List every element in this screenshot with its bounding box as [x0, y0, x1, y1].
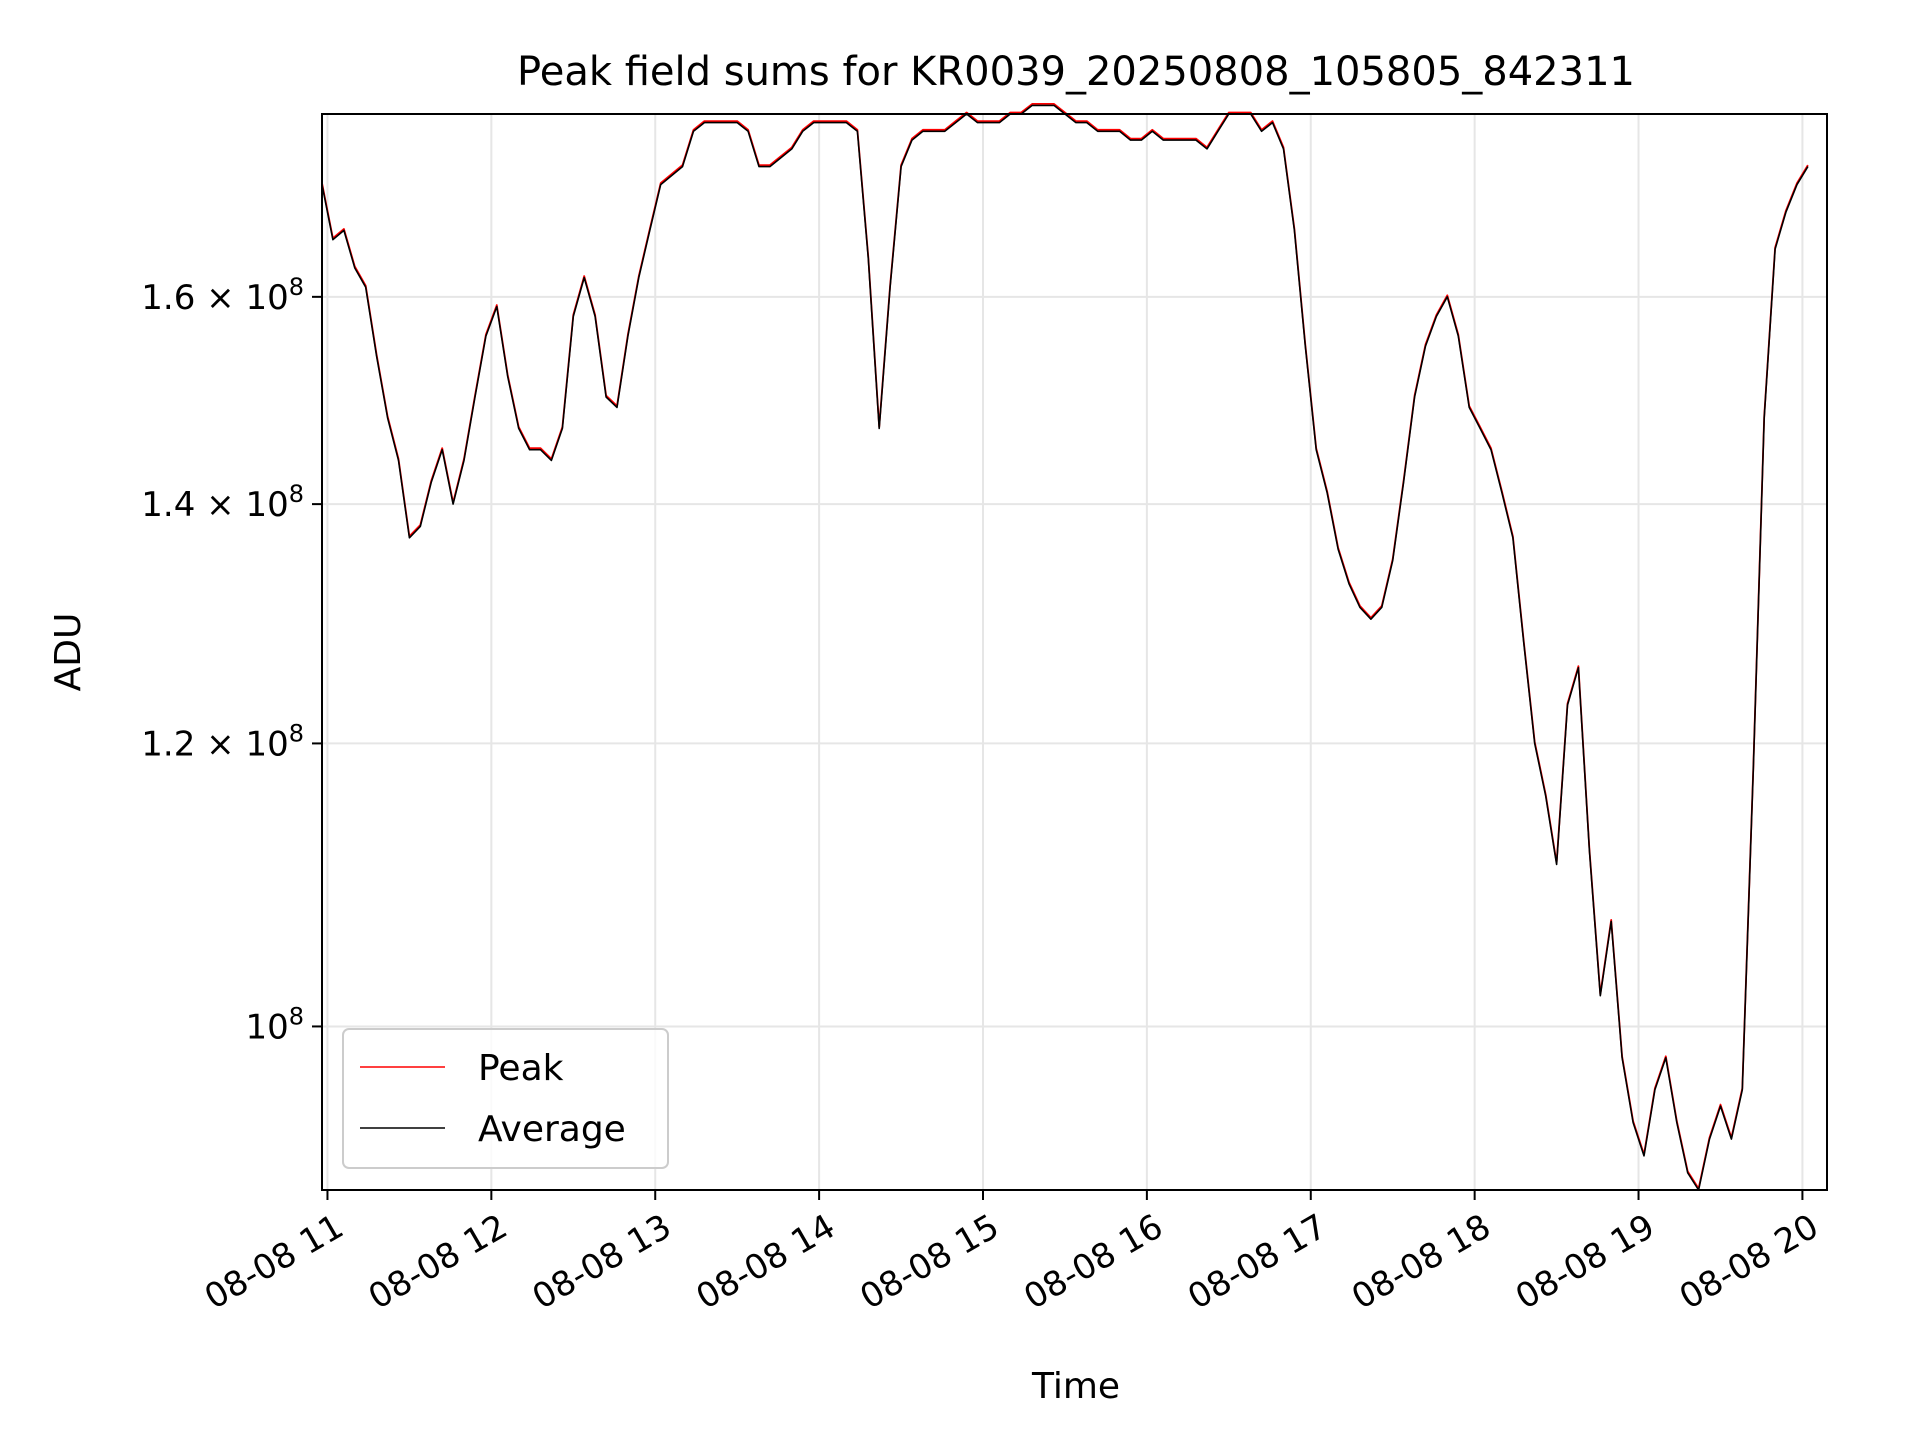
- legend-average-label: Average: [478, 1109, 626, 1150]
- y-tick-label: 108: [245, 1002, 304, 1047]
- legend-box: [342, 1028, 669, 1169]
- y-axis-label: ADU: [48, 613, 89, 692]
- x-axis-label: Time: [1031, 1366, 1120, 1407]
- chart-title: Peak field sums for KR0039_20250808_1058…: [517, 49, 1635, 95]
- legend-peak-label: Peak: [478, 1048, 564, 1089]
- legend: Peak Average: [342, 1028, 669, 1169]
- y-tick-label: 1.4 × 108: [141, 480, 304, 525]
- grid-lines: [322, 114, 1827, 1190]
- y-axis: 108 1.2 × 108 1.4 × 108 1.6 × 108: [141, 273, 322, 1047]
- y-tick-label: 1.6 × 108: [141, 273, 304, 318]
- y-tick-label: 1.2 × 108: [141, 719, 304, 764]
- plot-frame: [321, 113, 1828, 1191]
